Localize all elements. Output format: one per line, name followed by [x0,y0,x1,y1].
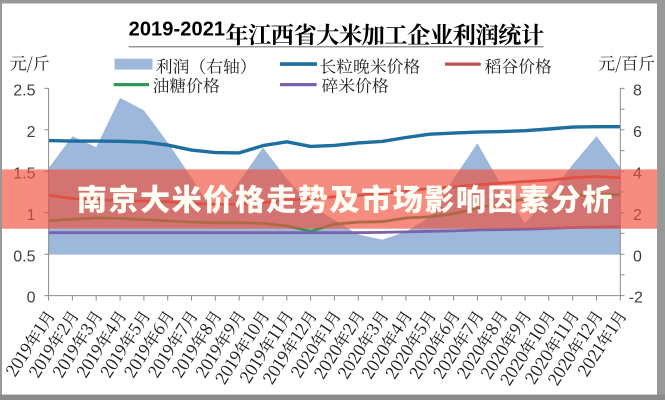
svg-text:-2: -2 [629,290,643,307]
svg-text:0.5: 0.5 [13,248,35,265]
svg-text:0: 0 [633,248,642,265]
svg-text:2: 2 [27,124,36,141]
svg-text:2.5: 2.5 [13,83,35,100]
svg-text:2019-2021: 2019-2021 [129,18,226,40]
svg-text:0: 0 [27,290,36,307]
svg-text:8: 8 [633,83,642,100]
svg-text:6: 6 [633,124,642,141]
